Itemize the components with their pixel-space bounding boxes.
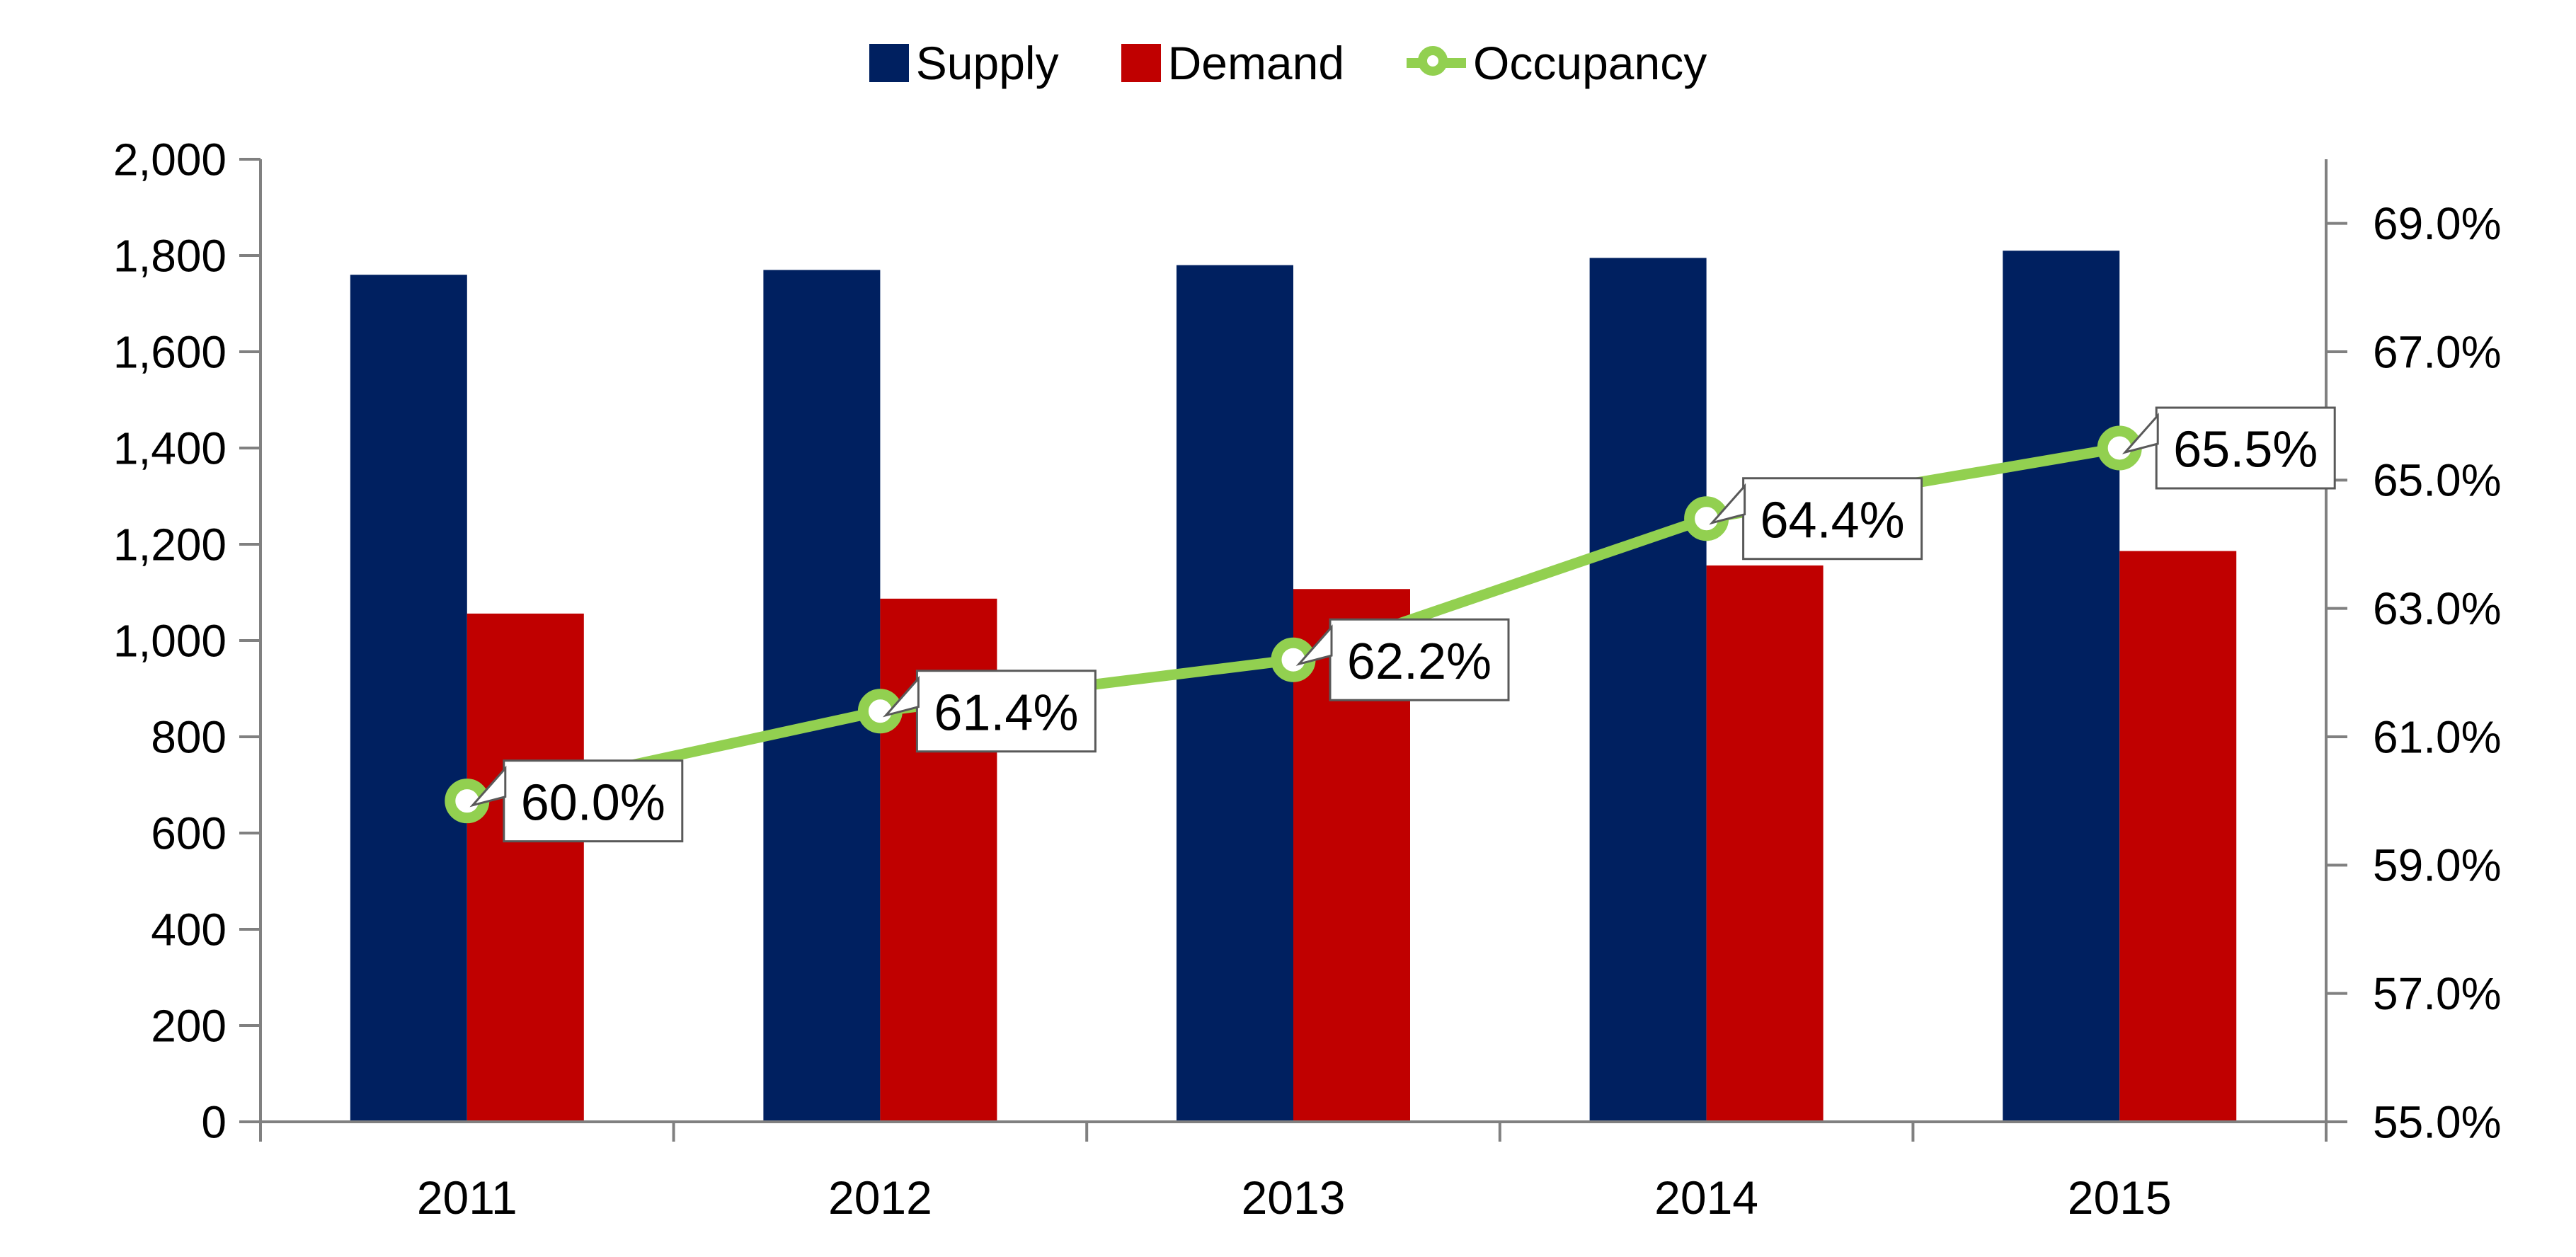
left-axis-tick-label: 1,600 bbox=[113, 326, 227, 377]
supply-bar-2012 bbox=[763, 270, 881, 1122]
callout-box bbox=[1329, 618, 1510, 701]
right-axis-tick-label: 65.0% bbox=[2373, 455, 2501, 506]
supply-bar-series bbox=[350, 251, 2120, 1123]
x-axis-label: 2015 bbox=[2068, 1171, 2172, 1224]
callout-box bbox=[915, 670, 1097, 753]
legend-label-demand: Demand bbox=[1167, 37, 1345, 89]
right-axis-tick-label: 55.0% bbox=[2373, 1096, 2501, 1147]
demand-bar-series bbox=[466, 551, 2237, 1122]
callout-pointer bbox=[1295, 624, 1333, 666]
left-axis-tick-label: 400 bbox=[151, 904, 227, 955]
callout-box bbox=[1742, 477, 1923, 561]
left-axis-tick-label: 200 bbox=[151, 1000, 227, 1051]
legend-label-occupancy: Occupancy bbox=[1473, 37, 1707, 89]
left-axis-tick-label: 0 bbox=[201, 1096, 227, 1147]
right-axis-tick-label: 59.0% bbox=[2373, 840, 2501, 891]
right-axis-tick-label: 67.0% bbox=[2373, 326, 2501, 377]
demand-bar-2015 bbox=[2119, 551, 2237, 1122]
supply-bar-2011 bbox=[350, 275, 467, 1123]
demand-swatch-icon bbox=[1121, 44, 1161, 82]
axes bbox=[239, 158, 2347, 1142]
x-axis-label: 2014 bbox=[1654, 1171, 1758, 1224]
legend-item-occupancy: Occupancy bbox=[1407, 40, 1707, 86]
supply-bar-2013 bbox=[1177, 265, 1293, 1123]
callout-label: 61.4% bbox=[934, 684, 1078, 741]
demand-bar-2014 bbox=[1706, 565, 1824, 1122]
left-axis-tick-label: 600 bbox=[151, 808, 227, 859]
callout-pointer bbox=[883, 675, 920, 718]
callout-label: 64.4% bbox=[1761, 492, 1905, 549]
legend-item-demand: Demand bbox=[1121, 40, 1344, 86]
right-axis-tick-label: 69.0% bbox=[2373, 198, 2501, 249]
left-axis-tick-label: 1,400 bbox=[113, 423, 227, 473]
occupancy-line-marker-icon bbox=[1407, 43, 1467, 83]
left-axis-tick-label: 800 bbox=[151, 711, 227, 762]
callout-pointer bbox=[2122, 413, 2159, 454]
legend-item-supply: Supply bbox=[869, 40, 1059, 86]
callout-label: 60.0% bbox=[521, 774, 665, 831]
occupancy-callout-2011: 60.0% bbox=[469, 759, 684, 843]
occupancy-callout-2015: 65.5% bbox=[2122, 406, 2336, 490]
left-axis-tick-label: 1,000 bbox=[113, 615, 227, 666]
callout-box bbox=[2155, 406, 2336, 490]
callout-label: 65.5% bbox=[2173, 422, 2318, 478]
legend-label-supply: Supply bbox=[915, 37, 1059, 89]
demand-bar-2011 bbox=[466, 613, 584, 1122]
occupancy-callout-2013: 62.2% bbox=[1295, 618, 1510, 701]
occupancy-callout-2012: 61.4% bbox=[883, 670, 1097, 753]
supply-swatch-icon bbox=[869, 44, 909, 82]
supply-bar-2015 bbox=[2003, 251, 2120, 1123]
left-axis-tick-label: 1,200 bbox=[113, 519, 227, 570]
left-axis-tick-label: 2,000 bbox=[113, 134, 227, 185]
supply-bar-2014 bbox=[1589, 258, 1707, 1122]
legend: Supply Demand Occupancy bbox=[0, 40, 2576, 86]
occupancy-legend-ring-icon bbox=[1418, 46, 1448, 76]
callout-label: 62.2% bbox=[1347, 633, 1492, 690]
x-axis-label: 2012 bbox=[828, 1171, 932, 1224]
x-axis-label: 2011 bbox=[417, 1171, 517, 1224]
callout-box bbox=[503, 759, 684, 843]
right-axis-tick-label: 63.0% bbox=[2373, 583, 2501, 634]
left-axis-tick-label: 1,800 bbox=[113, 230, 227, 281]
occupancy-callout-2014: 64.4% bbox=[1709, 477, 1923, 561]
right-axis-tick-label: 57.0% bbox=[2373, 968, 2501, 1019]
right-axis-tick-label: 61.0% bbox=[2373, 711, 2501, 762]
callout-pointer bbox=[469, 765, 507, 808]
callout-pointer bbox=[1709, 483, 1746, 525]
x-axis-label: 2013 bbox=[1242, 1171, 1346, 1224]
